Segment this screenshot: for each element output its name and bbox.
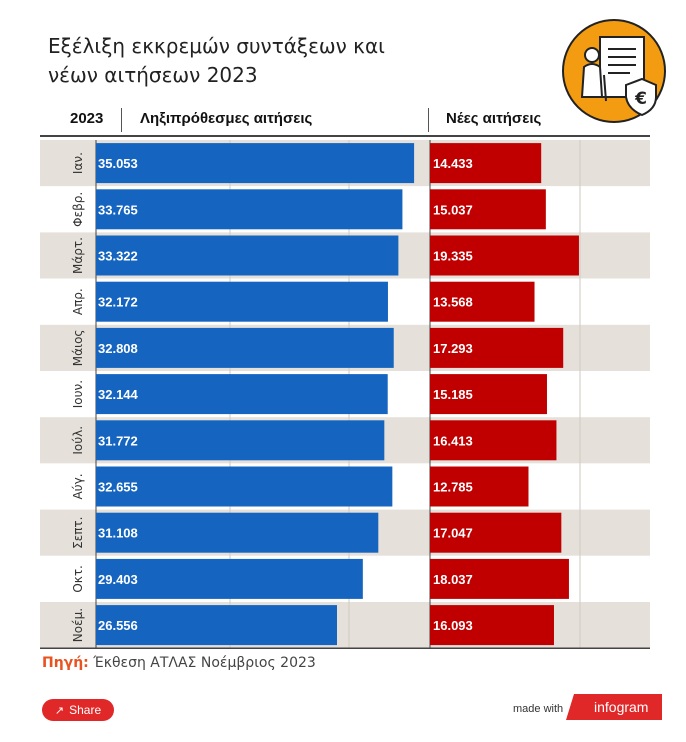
month-label: Μάρτ. (71, 237, 85, 274)
value-label-overdue: 26.556 (98, 618, 138, 633)
value-label-new: 14.433 (433, 156, 473, 171)
month-label: Νοέμ. (71, 608, 85, 642)
chart-title: Εξέλιξη εκκρεμών συντάξεων και νέων αιτή… (48, 32, 468, 90)
value-label-new: 19.335 (433, 249, 473, 264)
share-button[interactable]: ↗ Share (42, 699, 114, 721)
value-label-overdue: 32.655 (98, 480, 138, 495)
bar-new (430, 327, 564, 368)
source-label: Πηγή: (42, 655, 89, 671)
bar-new (430, 189, 546, 230)
month-label: Ιαν. (71, 152, 85, 174)
value-label-overdue: 29.403 (98, 572, 138, 587)
value-label-new: 15.037 (433, 202, 473, 217)
bar-new (430, 466, 529, 507)
value-label-overdue: 32.144 (98, 387, 139, 402)
value-label-overdue: 32.172 (98, 295, 138, 310)
value-label-new: 16.093 (433, 618, 473, 633)
value-label-new: 17.047 (433, 526, 473, 541)
source-note: Πηγή: Έκθεση ΑΤΛΑΣ Νοέμβριος 2023 (42, 655, 316, 671)
value-label-new: 12.785 (433, 480, 473, 495)
bar-overdue (96, 235, 399, 276)
pension-document-euro-icon: € (562, 19, 666, 123)
bar-overdue (96, 374, 388, 415)
bar-overdue (96, 143, 415, 184)
value-label-new: 16.413 (433, 433, 473, 448)
source-text: Έκθεση ΑΤΛΑΣ Νοέμβριος 2023 (93, 655, 316, 671)
value-label-overdue: 33.322 (98, 249, 138, 264)
value-label-overdue: 33.765 (98, 202, 138, 217)
bar-new (430, 558, 569, 599)
header-series-a: Ληξιπρόθεσμες αιτήσεις (140, 110, 313, 127)
share-label: Share (69, 703, 102, 717)
chart-title-line-1: Εξέλιξη εκκρεμών συντάξεων και (48, 34, 385, 58)
bar-new (430, 281, 535, 322)
bar-overdue (96, 466, 393, 507)
value-label-overdue: 32.808 (98, 341, 138, 356)
bar-new (430, 512, 562, 553)
value-label-new: 17.293 (433, 341, 473, 356)
bar-overdue (96, 558, 363, 599)
bar-new (430, 605, 554, 646)
bar-overdue (96, 420, 385, 461)
value-label-new: 18.037 (433, 572, 473, 587)
bar-overdue (96, 512, 379, 553)
header-series-b: Νέες αιτήσεις (446, 110, 542, 127)
bar-overdue (96, 327, 394, 368)
month-label: Αύγ. (71, 473, 85, 499)
bar-overdue (96, 605, 337, 646)
month-label: Σεπτ. (71, 517, 85, 549)
svg-text:€: € (634, 89, 647, 109)
header-divider (121, 108, 122, 132)
bar-overdue (96, 281, 388, 322)
bar-new (430, 235, 579, 276)
value-label-overdue: 35.053 (98, 156, 138, 171)
month-label: Ιουν. (71, 380, 85, 408)
month-label: Ιούλ. (71, 426, 85, 455)
month-label: Μάιος (71, 330, 85, 367)
made-with-label: made with (513, 703, 564, 715)
month-label: Απρ. (71, 288, 85, 315)
infogram-brand[interactable]: infogram (594, 699, 649, 715)
month-label: Φεβρ. (71, 192, 85, 227)
header-year: 2023 (70, 110, 104, 127)
value-label-overdue: 31.772 (98, 433, 138, 448)
header-rule (40, 135, 650, 137)
share-icon: ↗ (54, 704, 65, 717)
header-divider (428, 108, 429, 132)
chart-title-line-2: νέων αιτήσεων 2023 (48, 63, 258, 87)
bar-new (430, 374, 547, 415)
value-label-overdue: 31.108 (98, 526, 138, 541)
value-label-new: 15.185 (433, 387, 473, 402)
month-label: Οκτ. (71, 565, 85, 593)
bar-new (430, 420, 557, 461)
bar-overdue (96, 189, 403, 230)
value-label-new: 13.568 (433, 295, 473, 310)
infogram-logo[interactable] (566, 694, 662, 720)
bar-new (430, 143, 542, 184)
